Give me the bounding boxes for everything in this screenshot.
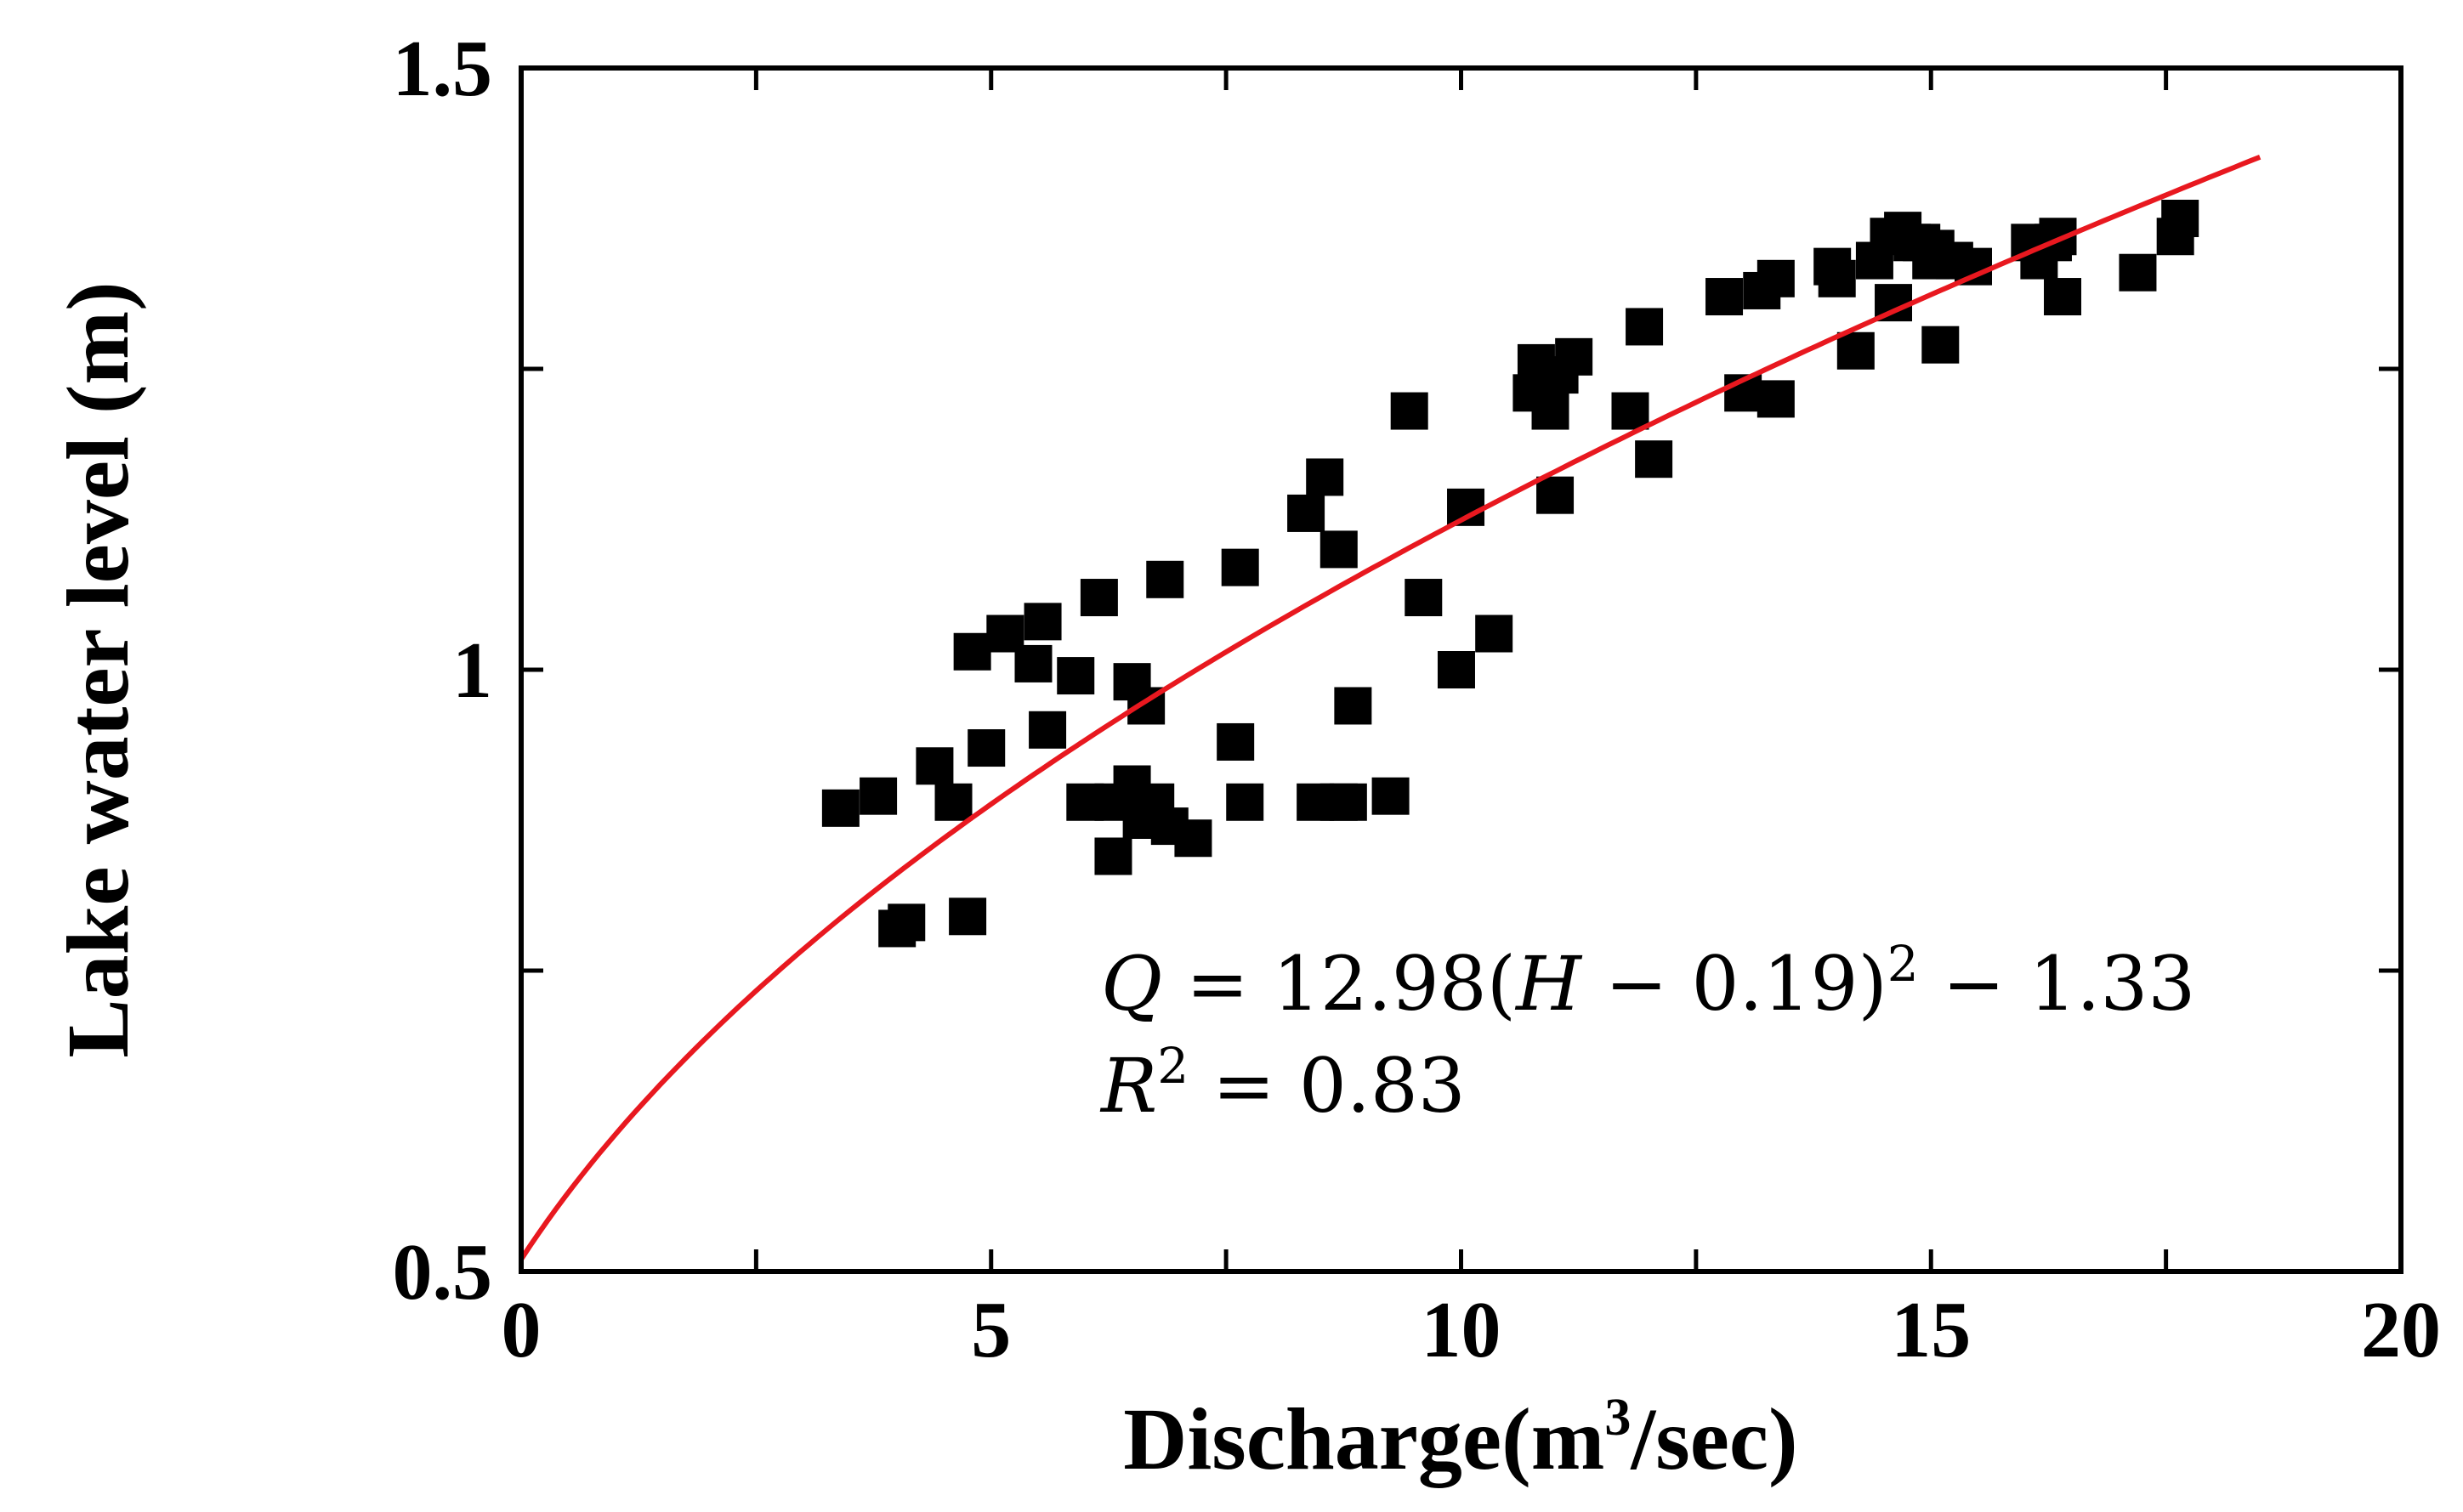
data-point	[1626, 308, 1664, 346]
data-point	[2044, 278, 2082, 316]
x-tick-label: 10	[1422, 1286, 1501, 1374]
data-point	[1390, 392, 1428, 430]
data-point	[1024, 603, 1062, 641]
x-axis-title-superscript: 3	[1604, 1389, 1631, 1447]
data-point	[1226, 783, 1264, 821]
x-axis-title-tail: /sec)	[1629, 1390, 1797, 1488]
y-tick-label: 1.5	[393, 25, 493, 113]
data-point	[1437, 651, 1475, 688]
data-point	[1014, 644, 1053, 682]
y-tick-label: 1	[452, 626, 492, 715]
data-point	[916, 747, 954, 785]
equation-h-variable: H	[1514, 940, 1583, 1028]
data-point	[1287, 494, 1325, 532]
equation-annotation: Q = 12.98(H − 0.19)2 − 1.33	[1101, 935, 2195, 1028]
x-axis-title-main: Discharge(m	[1123, 1390, 1604, 1488]
r-squared-annotation: R2 = 0.83	[1099, 1037, 1466, 1130]
data-point	[1475, 614, 1513, 653]
x-tick-label: 0	[502, 1286, 542, 1374]
equation-q-variable: Q	[1101, 940, 1162, 1028]
x-axis-title: Discharge(m3/sec)	[1123, 1389, 1797, 1488]
data-point	[1756, 380, 1795, 418]
data-point	[1057, 657, 1095, 695]
fit-curve-line	[519, 155, 2262, 1261]
data-point	[2161, 200, 2199, 237]
plot-frame	[519, 65, 2403, 1274]
data-point	[1146, 560, 1184, 598]
data-point	[1306, 458, 1344, 496]
equation-part-2: − 0.19)	[1581, 940, 1887, 1028]
data-point	[1405, 579, 1443, 617]
equation-exponent: 2	[1887, 935, 1919, 993]
data-point	[2119, 253, 2157, 292]
data-point	[1536, 476, 1575, 514]
data-point	[1174, 819, 1212, 858]
y-tick-label: 0.5	[393, 1228, 493, 1317]
data-point	[1334, 687, 1372, 725]
data-point	[1371, 777, 1410, 815]
data-points	[821, 200, 2199, 948]
data-point	[1756, 259, 1795, 297]
data-point	[1080, 579, 1118, 617]
tick-labels: 0 5 10 15 20 0.5 1 1.5	[393, 25, 2442, 1374]
data-point	[1818, 259, 1856, 297]
data-point	[934, 783, 973, 821]
r-squared-value: = 0.83	[1189, 1042, 1466, 1130]
data-point	[1029, 711, 1067, 749]
data-point	[821, 789, 860, 827]
x-tick-label: 15	[1891, 1286, 1971, 1374]
r-squared-variable: R	[1099, 1042, 1157, 1130]
data-point	[1217, 722, 1255, 761]
equation-part-3: − 1.33	[1919, 940, 2196, 1028]
data-point	[1329, 783, 1367, 821]
data-point	[860, 777, 898, 815]
y-axis-title: Lake water level (m)	[49, 281, 147, 1058]
r-squared-exponent: 2	[1157, 1037, 1189, 1095]
data-point	[1705, 278, 1744, 316]
data-point	[1611, 392, 1649, 430]
data-point	[1921, 326, 1960, 364]
data-point	[1319, 530, 1358, 569]
data-point	[968, 729, 1006, 767]
data-point	[1555, 337, 1593, 376]
data-point	[949, 898, 987, 936]
data-point	[1094, 837, 1132, 875]
data-point	[1221, 548, 1259, 586]
data-point	[1531, 392, 1569, 430]
equation-part-1: = 12.98(	[1162, 940, 1516, 1028]
data-point	[953, 632, 991, 671]
x-tick-label: 5	[971, 1286, 1011, 1374]
data-point	[1836, 331, 1875, 370]
data-point	[888, 903, 926, 942]
x-tick-label: 20	[2361, 1286, 2441, 1374]
data-point	[1635, 440, 1673, 479]
